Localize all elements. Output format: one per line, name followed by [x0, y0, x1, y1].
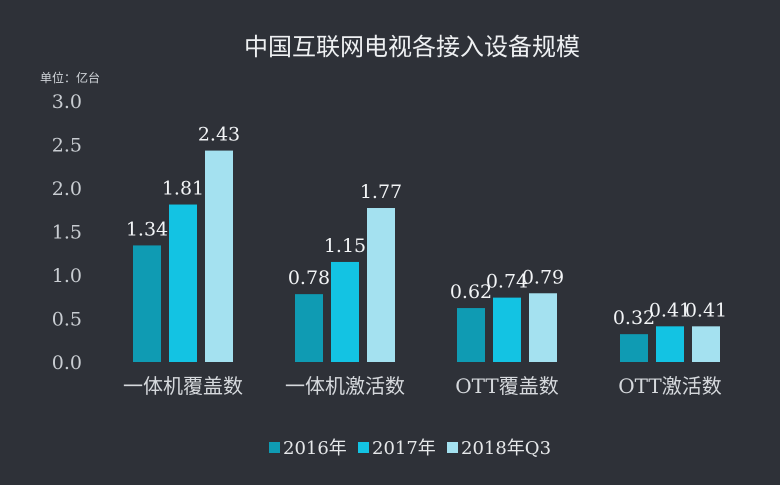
data-label: 0.41	[649, 299, 691, 321]
data-label: 0.79	[522, 266, 564, 288]
data-label: 1.81	[162, 178, 204, 200]
y-tick-label: 3.0	[52, 91, 82, 113]
legend-label: 2018年Q3	[461, 438, 551, 459]
bar	[692, 326, 720, 362]
bar	[457, 308, 485, 362]
unit-label: 单位：亿台	[40, 70, 100, 85]
bar	[133, 245, 161, 362]
data-label: 0.32	[613, 307, 655, 329]
bar	[295, 294, 323, 362]
data-label: 1.15	[324, 235, 366, 257]
bar	[529, 293, 557, 362]
y-tick-label: 0.0	[52, 352, 82, 374]
bar	[169, 204, 197, 362]
legend-label: 2016年	[283, 438, 347, 459]
x-axis-categories: 一体机覆盖数 一体机激活数 OTT覆盖数 OTT激活数	[123, 374, 722, 398]
bar	[331, 261, 359, 362]
bar	[656, 326, 684, 362]
y-tick-label: 1.0	[52, 265, 82, 287]
data-label: 1.77	[360, 181, 402, 203]
legend: 2016年 2017年 2018年Q3	[269, 438, 551, 459]
data-label: 0.78	[288, 267, 330, 289]
data-label: 0.41	[685, 299, 727, 321]
data-label: 2.43	[198, 124, 240, 146]
y-tick-label: 2.5	[52, 135, 82, 157]
y-tick-label: 2.0	[52, 178, 82, 200]
data-labels: 1.34 1.81 2.43 0.78 1.15 1.77 0.620.740.79 0.32…	[126, 124, 727, 330]
bar	[620, 334, 648, 362]
data-label: 0.62	[450, 281, 492, 303]
legend-swatch	[358, 442, 369, 453]
bar	[205, 150, 233, 362]
bar	[493, 297, 521, 362]
legend-swatch	[269, 442, 280, 453]
data-label: 0.74	[486, 271, 528, 293]
category-label: 一体机覆盖数	[123, 374, 243, 398]
data-label: 1.34	[126, 218, 168, 240]
legend-swatch	[447, 442, 458, 453]
chart-title: 中国互联网电视各接入设备规模	[244, 33, 580, 61]
bar	[367, 208, 395, 362]
bar-groups	[133, 150, 720, 362]
legend-label: 2017年	[372, 438, 436, 459]
category-label: 一体机激活数	[285, 374, 405, 398]
category-label: OTT覆盖数	[455, 374, 558, 398]
y-axis-ticks: 0.0 0.5 1.0 1.5 2.0 2.5 3.0	[52, 91, 82, 374]
category-label: OTT激活数	[618, 374, 721, 398]
y-tick-label: 1.5	[52, 222, 82, 244]
y-tick-label: 0.5	[52, 309, 82, 331]
